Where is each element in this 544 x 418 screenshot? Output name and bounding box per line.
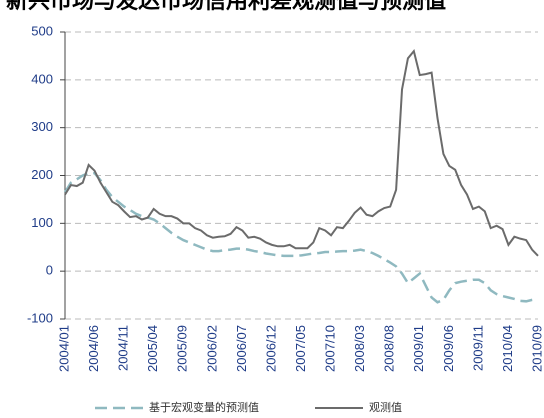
y-tick-label: 500 — [31, 23, 53, 38]
x-tick-label: 2004/06 — [86, 325, 101, 372]
x-tick-label: 2004/01 — [56, 325, 71, 372]
x-tick-label: 2006/12 — [263, 325, 278, 372]
x-tick-label: 2010/04 — [500, 325, 515, 372]
x-tick-label: 2009/11 — [470, 325, 485, 371]
x-tick-label: 2005/09 — [175, 325, 190, 372]
x-tick-label: 2010/09 — [529, 325, 544, 372]
x-tick-label: 2009/01 — [411, 325, 426, 372]
x-tick-label: 2008/03 — [352, 325, 367, 372]
series-line — [64, 48, 539, 257]
y-tick-label: 0 — [46, 263, 53, 278]
y-tick-label: 400 — [31, 71, 53, 86]
x-tick-label: 2006/07 — [234, 325, 249, 372]
legend-label: 观测值 — [369, 401, 402, 414]
y-tick-label: 300 — [31, 119, 53, 134]
y-tick-label: 200 — [31, 167, 53, 182]
y-tick-label: 100 — [31, 215, 53, 230]
legend-label: 基于宏观变量的预测值 — [149, 400, 259, 414]
x-tick-label: 2009/06 — [441, 325, 456, 372]
x-tick-label: 2005/04 — [145, 325, 160, 372]
x-tick-label: 2004/11 — [116, 325, 131, 371]
x-tick-label: 2008/08 — [382, 325, 397, 372]
chart-title: 新兴市场与发达市场信用利差观测值与预测值 — [6, 0, 446, 13]
x-tick-label: 2007/05 — [293, 325, 308, 372]
series-line — [63, 171, 539, 304]
x-tick-label: 2006/02 — [204, 325, 219, 372]
y-tick-label: -100 — [27, 310, 53, 325]
x-tick-label: 2007/10 — [323, 325, 338, 372]
